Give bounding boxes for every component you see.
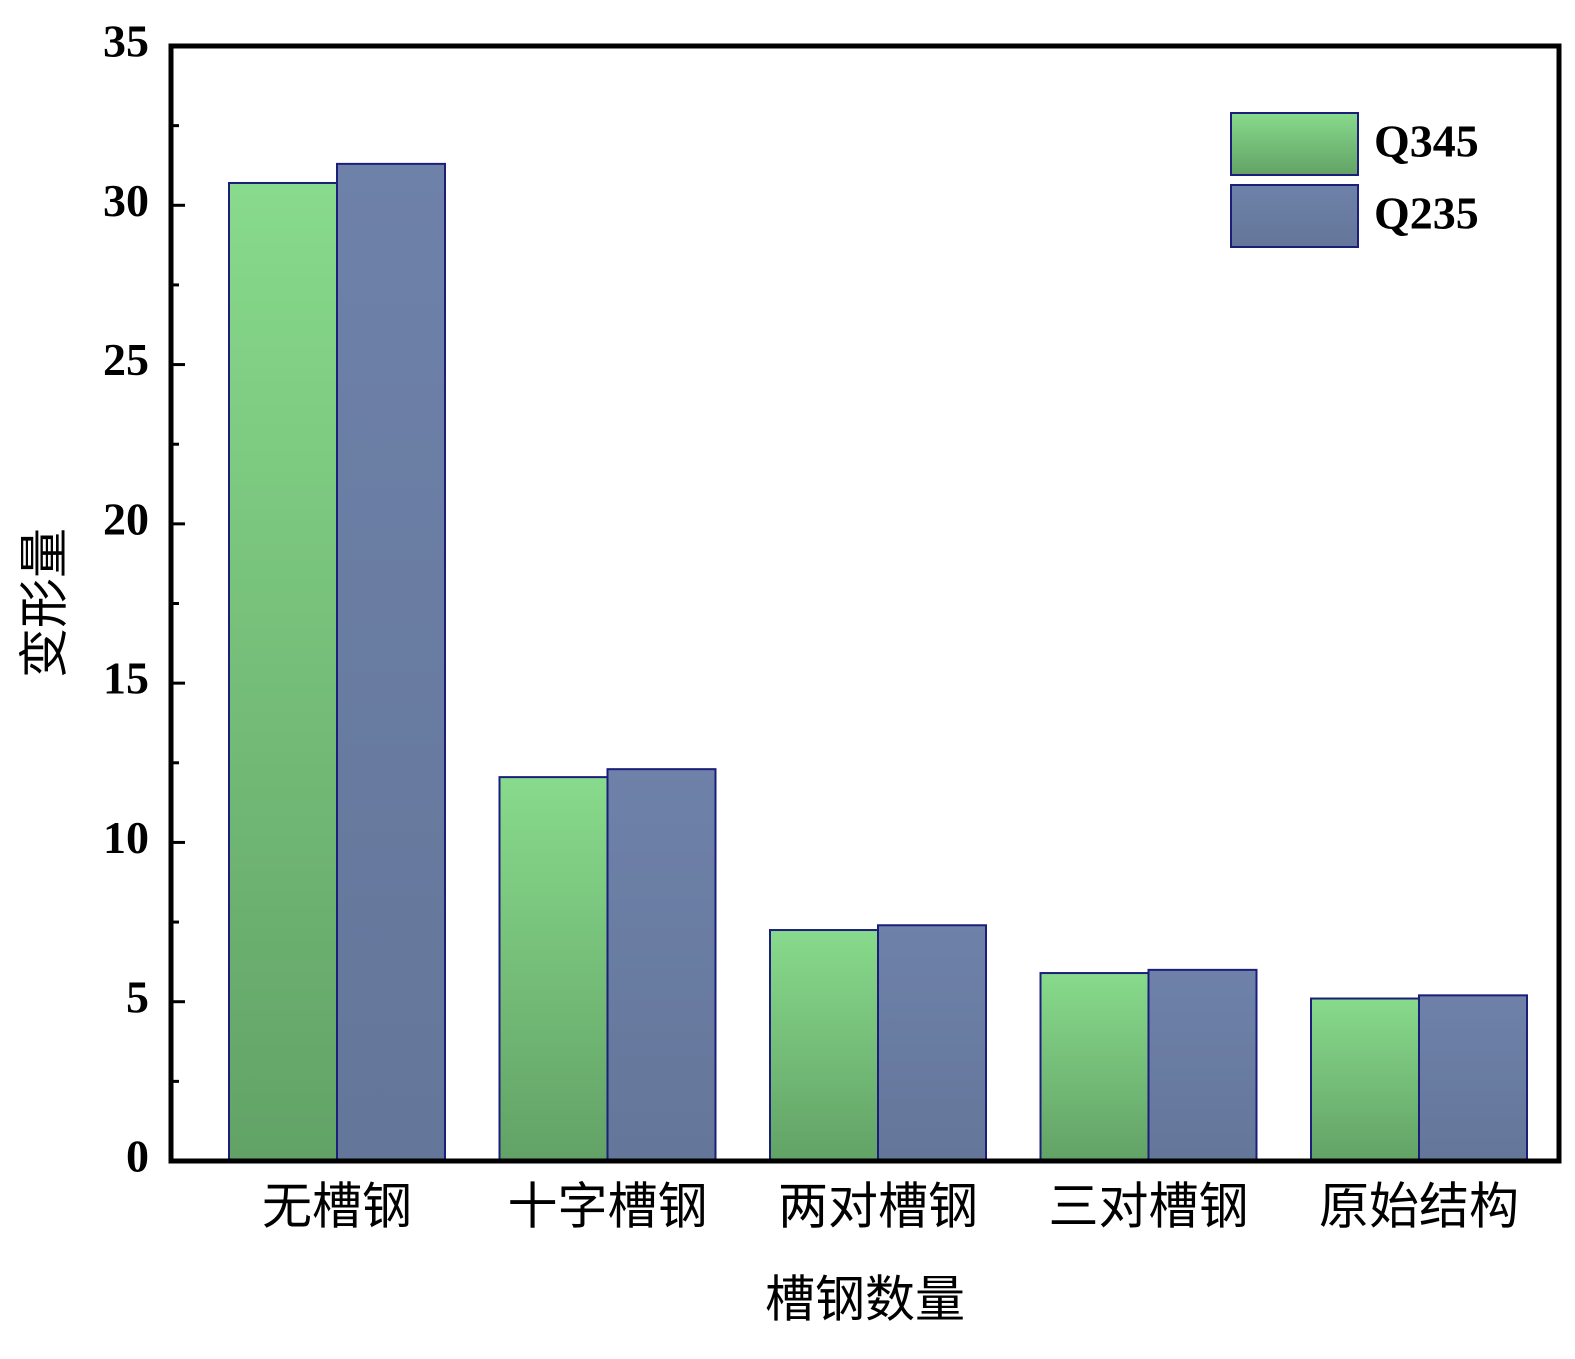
x-tick-label: 原始结构	[1319, 1178, 1519, 1234]
x-tick-label: 两对槽钢	[778, 1178, 978, 1234]
y-axis-title: 变形量	[16, 528, 72, 678]
bar	[1310, 997, 1420, 1162]
legend-swatch	[1230, 112, 1359, 176]
y-tick-label: 20	[103, 493, 149, 544]
legend-swatch	[1230, 184, 1359, 248]
bar	[336, 162, 446, 1163]
legend-label: Q345	[1374, 116, 1479, 167]
y-tick-label: 5	[126, 971, 149, 1022]
bar	[877, 924, 987, 1162]
y-tick-label: 25	[103, 334, 149, 385]
y-tick-label: 10	[103, 812, 149, 863]
bar	[1418, 994, 1528, 1162]
x-tick-label: 三对槽钢	[1049, 1178, 1249, 1234]
bar	[769, 929, 879, 1162]
bar	[228, 181, 338, 1162]
x-axis-title: 槽钢数量	[765, 1271, 965, 1327]
y-tick-label: 35	[103, 16, 149, 67]
y-tick-label: 30	[103, 175, 149, 226]
bar	[606, 768, 717, 1163]
y-tick-label: 0	[126, 1131, 149, 1182]
y-tick-label: 15	[103, 653, 149, 704]
x-tick-label: 无槽钢	[262, 1178, 412, 1234]
bar	[1039, 972, 1150, 1162]
legend-label: Q235	[1374, 188, 1479, 239]
plot-frame	[168, 43, 1562, 1164]
bar	[498, 776, 609, 1162]
x-tick-label: 十字槽钢	[508, 1178, 708, 1234]
bar	[1147, 968, 1258, 1162]
